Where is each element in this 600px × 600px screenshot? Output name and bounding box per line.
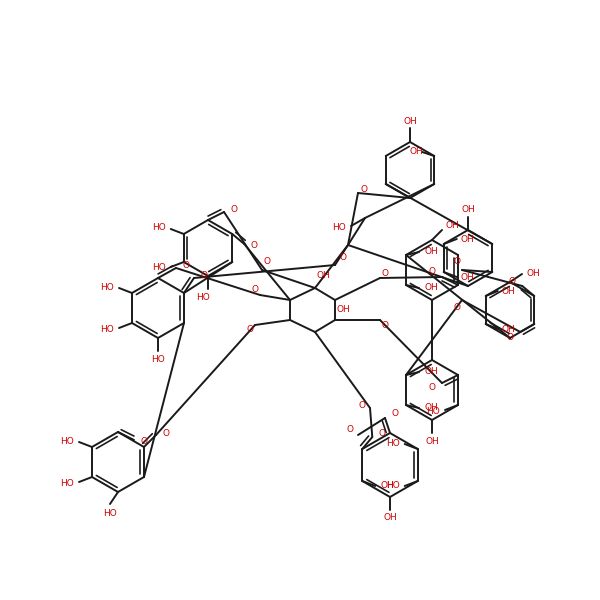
Text: OH: OH	[424, 247, 438, 257]
Text: HO: HO	[100, 283, 114, 292]
Text: O: O	[340, 253, 347, 262]
Text: OH: OH	[502, 325, 515, 334]
Text: HO: HO	[196, 292, 210, 301]
Text: OH: OH	[409, 148, 423, 157]
Text: OH: OH	[383, 514, 397, 523]
Text: O: O	[359, 401, 365, 409]
Text: HO: HO	[152, 263, 166, 272]
Text: O: O	[382, 269, 389, 277]
Text: OH: OH	[316, 271, 330, 280]
Text: HO: HO	[60, 437, 74, 445]
Text: OH: OH	[336, 305, 350, 314]
Text: O: O	[251, 286, 259, 295]
Text: O: O	[163, 428, 169, 437]
Text: O: O	[507, 332, 514, 341]
Text: HO: HO	[386, 481, 400, 491]
Text: HO: HO	[60, 479, 74, 487]
Text: O: O	[182, 262, 190, 271]
Text: OH: OH	[424, 403, 438, 413]
Text: OH: OH	[461, 205, 475, 214]
Text: HO: HO	[151, 355, 165, 364]
Text: OH: OH	[445, 221, 459, 230]
Text: OH: OH	[424, 283, 438, 292]
Text: O: O	[200, 271, 208, 280]
Text: O: O	[251, 241, 258, 251]
Text: HO: HO	[103, 509, 117, 517]
Text: OH: OH	[425, 437, 439, 445]
Text: O: O	[140, 437, 148, 446]
Text: O: O	[382, 320, 389, 329]
Text: OH: OH	[380, 481, 394, 491]
Text: HO: HO	[426, 407, 440, 415]
Text: O: O	[230, 205, 238, 214]
Text: OH: OH	[424, 367, 438, 377]
Text: OH: OH	[403, 116, 417, 125]
Text: O: O	[428, 383, 436, 392]
Text: O: O	[247, 325, 254, 335]
Text: HO: HO	[100, 325, 114, 334]
Text: O: O	[263, 257, 271, 266]
Text: O: O	[347, 425, 353, 434]
Text: OH: OH	[526, 269, 540, 278]
Text: OH: OH	[461, 235, 475, 244]
Text: O: O	[361, 185, 367, 193]
Text: O: O	[428, 268, 436, 277]
Text: HO: HO	[152, 223, 166, 232]
Text: O: O	[509, 277, 516, 286]
Text: O: O	[454, 304, 461, 313]
Text: OH: OH	[502, 286, 515, 295]
Text: OH: OH	[461, 272, 475, 281]
Text: HO: HO	[386, 439, 400, 449]
Text: HO: HO	[332, 223, 346, 232]
Text: O: O	[379, 430, 386, 439]
Text: O: O	[454, 257, 461, 266]
Text: O: O	[392, 409, 398, 418]
